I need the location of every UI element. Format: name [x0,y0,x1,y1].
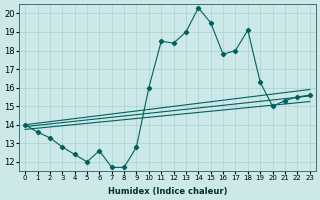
X-axis label: Humidex (Indice chaleur): Humidex (Indice chaleur) [108,187,227,196]
